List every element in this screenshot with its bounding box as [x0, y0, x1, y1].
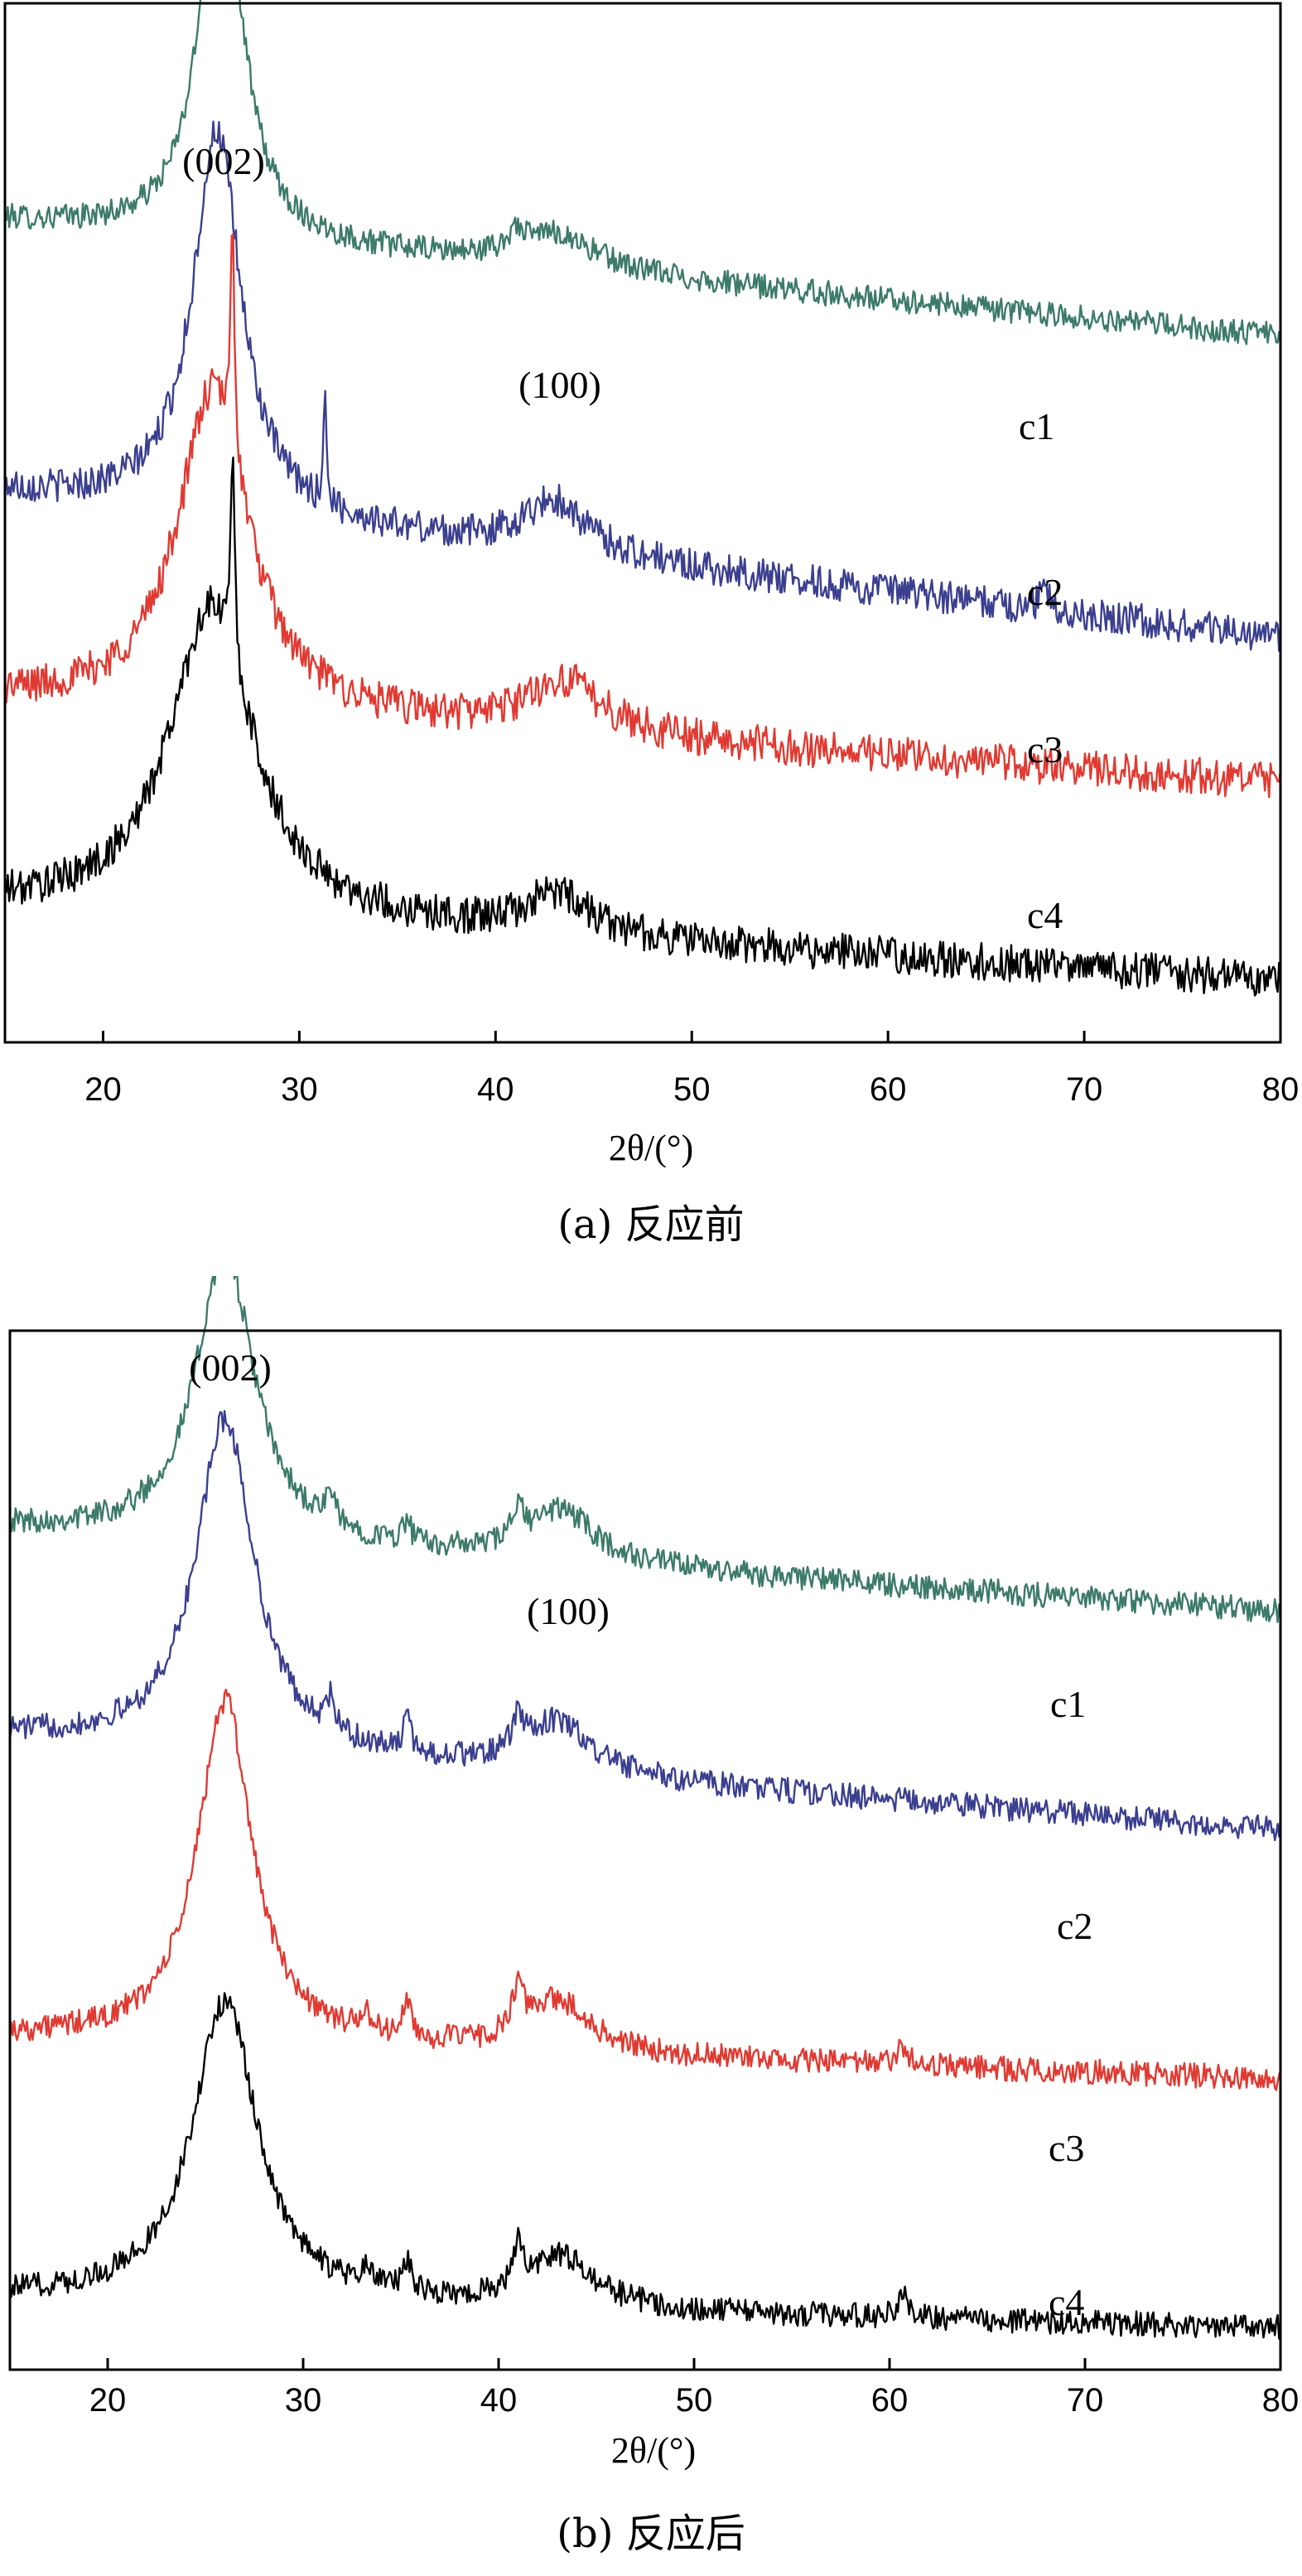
- series-label-c3: c3: [1027, 728, 1063, 771]
- series-line-c1: [3, 0, 1282, 346]
- panel-b: 20 30 40 50 60 70 80 2θ/(°) (002) (100) c1 c2 c3 c4 (…: [0, 1276, 1302, 2576]
- series-line-c1: [9, 1276, 1282, 1623]
- x-tick-label: 20: [84, 1071, 122, 1108]
- series-label-c1: c1: [1050, 1683, 1086, 1725]
- series-line-c3: [3, 233, 1282, 799]
- x-tick-label: 50: [673, 1071, 711, 1108]
- peak-label-002: (002): [182, 140, 265, 182]
- series-line-c3: [8, 1689, 1282, 2091]
- xrd-chart-after-reaction: 20 30 40 50 60 70 80 2θ/(°) (002) (100) c1 c2 c3 c4: [8, 1276, 1300, 2471]
- x-axis-title: 2θ/(°): [611, 2430, 696, 2471]
- x-axis-title: 2θ/(°): [609, 1128, 693, 1168]
- x-tick-label: 60: [870, 1071, 907, 1108]
- plot-frame: [3, 2, 1282, 1044]
- plot-frame: [8, 1329, 1282, 2371]
- peak-label-002: (002): [189, 1346, 272, 1389]
- series-label-c4: c4: [1049, 2281, 1084, 2323]
- x-tick-label: 50: [676, 2382, 713, 2419]
- x-tick-label: 40: [480, 2382, 518, 2419]
- xrd-chart-before-reaction: 20 30 40 50 60 70 80 2θ/(°) (002) (100) c1 c2 c3 c4: [3, 0, 1300, 1168]
- x-tick-label: 40: [477, 1071, 514, 1108]
- panel-a: 20 30 40 50 60 70 80 2θ/(°) (002) (100) c1 c2 c3 c4 (…: [0, 0, 1302, 1276]
- series-line-c4: [9, 1992, 1282, 2340]
- series-label-c4: c4: [1027, 894, 1063, 936]
- x-tick-label: 80: [1262, 1071, 1300, 1108]
- x-tick-label: 30: [281, 1071, 318, 1108]
- x-tick-label: 70: [1066, 1071, 1103, 1108]
- caption-b: (b) 反应后: [557, 2511, 745, 2557]
- x-tick-label: 30: [285, 2382, 322, 2419]
- peak-label-100: (100): [527, 1590, 610, 1632]
- x-tick-label: 60: [871, 2382, 909, 2419]
- series-label-c2: c2: [1027, 571, 1063, 613]
- series-line-c2: [8, 1409, 1282, 1842]
- x-tick-label: 70: [1067, 2382, 1104, 2419]
- x-tick-label: 20: [89, 2382, 127, 2419]
- x-tick-label: 80: [1262, 2382, 1300, 2419]
- caption-a: (a) 反应前: [557, 1201, 745, 1248]
- series-line-c2: [4, 120, 1282, 652]
- series-line-c4: [3, 457, 1282, 997]
- series-label-c1: c1: [1019, 405, 1054, 447]
- series-label-c3: c3: [1049, 2127, 1084, 2169]
- series-label-c2: c2: [1057, 1905, 1092, 1947]
- peak-label-100: (100): [518, 364, 601, 406]
